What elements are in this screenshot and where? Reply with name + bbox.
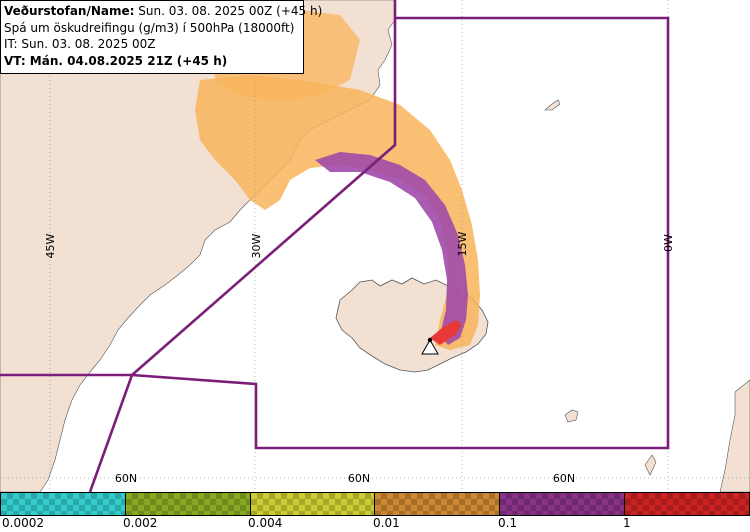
island-jan-mayen [544,99,561,111]
legend-tick-label: 0.0002 [2,516,44,530]
island-faroe [564,409,579,423]
header-vt-label: VT: [4,53,26,68]
legend-tick-label: 0.002 [123,516,158,530]
volcano-marker-icon [421,337,439,355]
header-line-1: Veðurstofan/Name: Sun. 03. 08. 2025 00Z … [4,3,322,20]
legend-tick-label: 0.01 [373,516,400,530]
header-name-label: Veðurstofan/Name: [4,4,135,18]
norway-coast [719,379,750,492]
header-line-4: VT: Mán. 04.08.2025 21Z (+45 h) [4,53,300,70]
lon-label-30w: 30W [250,233,263,258]
lat-label-60n-b: 60N [348,472,370,485]
legend-swatch [499,492,625,516]
lat-label-60n-c: 60N [553,472,575,485]
shetland [644,454,657,476]
ash-cloud-red [430,320,462,345]
header-name-value: Sun. 03. 08. 2025 00Z (+45 h) [134,4,323,18]
header-vt-value: Mán. 04.08.2025 21Z (+45 h) [25,53,228,68]
fir-boundary [0,0,670,492]
legend-swatch [0,492,125,516]
legend-tick-label: 1 [623,516,631,530]
concentration-legend: 0.0002 0.002 0.004 0.01 0.1 1 [0,491,750,532]
legend-swatch [124,492,250,516]
lon-label-15w: 15W [456,231,469,256]
lon-label-0w: 0W [662,234,675,252]
legend-tick-label: 0.1 [498,516,518,530]
legend-swatch [624,492,750,516]
ash-cloud-purple [315,152,468,345]
legend-color-bar [0,492,750,516]
legend-tick-label: 0.004 [248,516,283,530]
header-line-2: Spá um öskudreifingu (g/m3) í 500hPa (18… [4,20,295,35]
lat-label-60n-a: 60N [115,472,137,485]
legend-swatch [249,492,375,516]
lon-label-45w: 45W [44,233,57,258]
legend-swatch [374,492,500,516]
ash-cloud-light [195,75,480,350]
graticule [0,0,750,492]
forecast-info-box: Veðurstofan/Name: Sun. 03. 08. 2025 00Z … [0,0,322,74]
header-line-3: IT: Sun. 03. 08. 2025 00Z [4,37,156,51]
